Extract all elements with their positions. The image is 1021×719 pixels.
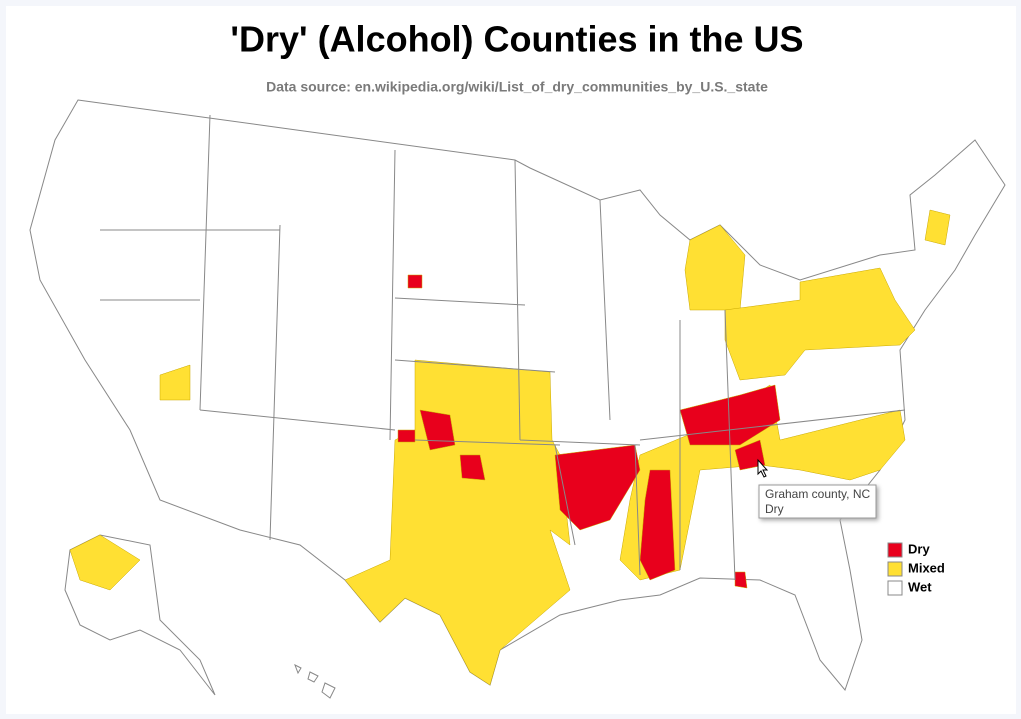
region[interactable]: [639, 469, 676, 581]
legend-swatch: [887, 580, 903, 596]
region[interactable]: [459, 454, 486, 481]
tooltip-status: Dry: [765, 502, 784, 516]
state-borders: [100, 114, 906, 581]
region[interactable]: [679, 384, 781, 446]
title: 'Dry' (Alcohol) Counties in the US: [230, 19, 803, 60]
legend-swatch: [887, 561, 903, 577]
region[interactable]: [69, 534, 141, 591]
region[interactable]: [734, 571, 748, 589]
legend-label: Mixed: [908, 560, 945, 575]
region[interactable]: [159, 364, 191, 401]
tooltip-county: Graham county, NC: [765, 487, 870, 501]
hawaii-outline: [294, 663, 336, 699]
region[interactable]: [397, 429, 416, 443]
legend-label: Wet: [908, 579, 932, 594]
subtitle: Data source: en.wikipedia.org/wiki/List_…: [266, 79, 768, 95]
region[interactable]: [924, 209, 951, 246]
legend-swatch: [887, 542, 903, 558]
region[interactable]: [724, 267, 916, 381]
legend-label: Dry: [908, 541, 930, 556]
legend: Dry Mixed Wet: [887, 541, 945, 596]
cursor: [757, 458, 769, 478]
tooltip-box: [758, 484, 877, 519]
region[interactable]: [407, 274, 423, 289]
